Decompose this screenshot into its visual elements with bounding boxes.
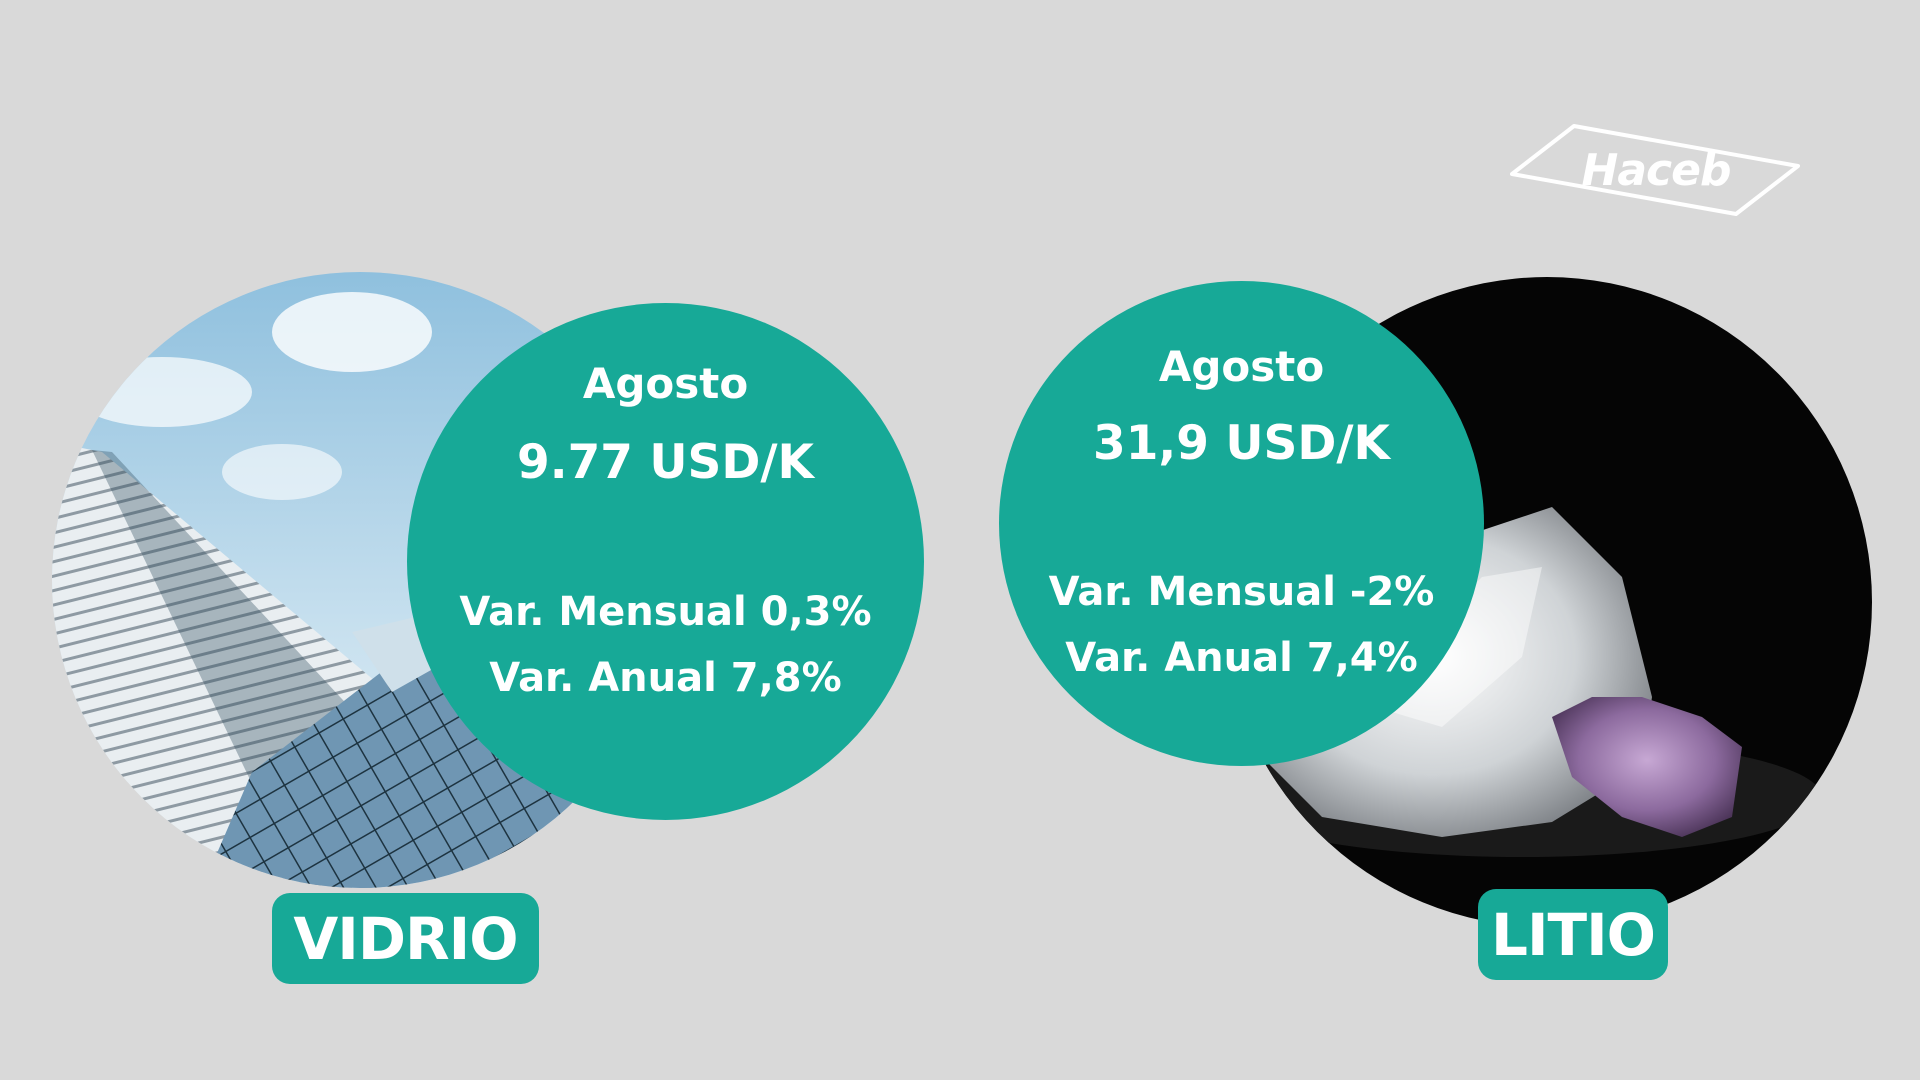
glass-annual-variation: Var. Anual 7,8% [489,655,842,701]
lithium-monthly-variation: Var. Mensual -2% [1048,569,1435,615]
lithium-annual-variation: Var. Anual 7,4% [1065,635,1418,681]
lithium-label: LITIO [1478,889,1668,980]
glass-price-bubble: Agosto 9.77 USD/K Var. Mensual 0,3% Var.… [407,303,924,820]
lithium-month: Agosto [1158,342,1325,391]
logo-badge-outline [1510,124,1800,216]
glass-price: 9.77 USD/K [517,435,814,490]
glass-label: VIDRIO [272,893,539,984]
haceb-logo: Haceb [1508,120,1804,220]
glass-month: Agosto [582,359,749,408]
lithium-price-bubble: Agosto 31,9 USD/K Var. Mensual -2% Var. … [999,281,1484,766]
glass-monthly-variation: Var. Mensual 0,3% [459,589,872,635]
logo-text: Haceb [1581,144,1732,196]
lithium-price: 31,9 USD/K [1093,416,1390,471]
